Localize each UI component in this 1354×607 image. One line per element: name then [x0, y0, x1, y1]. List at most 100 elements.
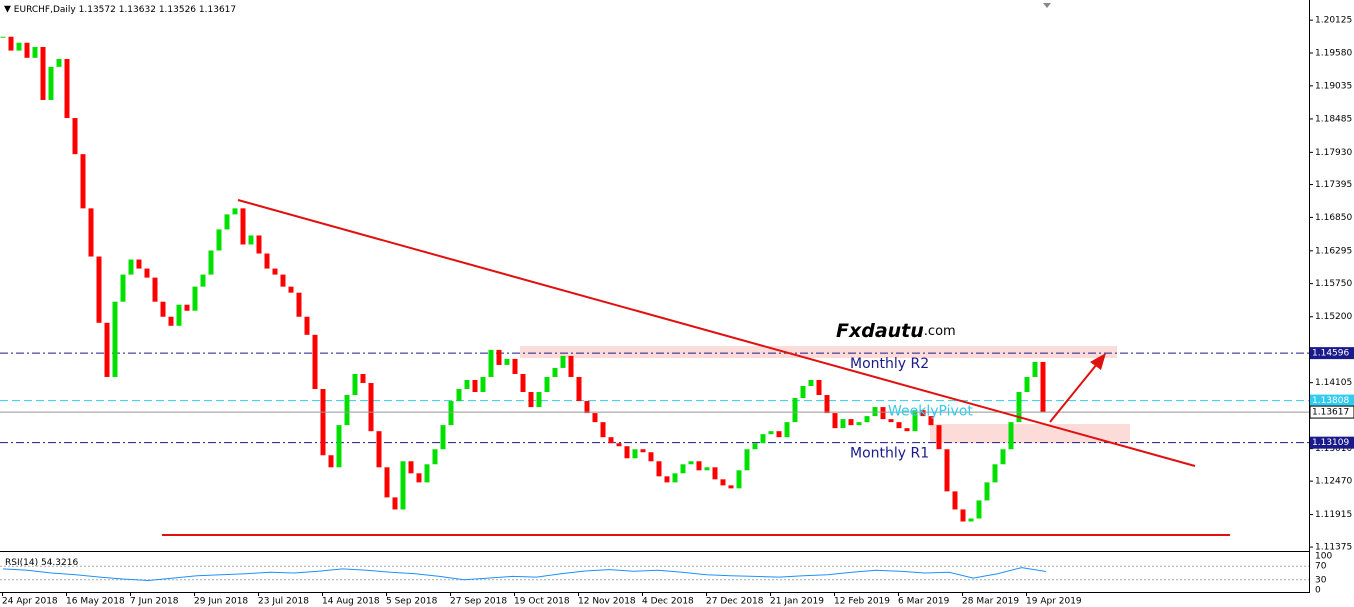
- candle: [360, 373, 366, 383]
- x-tick-label: 12 Nov 2018: [578, 597, 636, 607]
- symbol: EURCHF,Daily: [14, 5, 77, 15]
- candle: [200, 274, 206, 287]
- candle: [344, 395, 350, 426]
- candle: [520, 373, 526, 393]
- candle: [384, 467, 390, 498]
- level-label-box: [1310, 394, 1354, 407]
- candle: [1024, 376, 1030, 393]
- candle: [1000, 449, 1006, 465]
- candle: [408, 461, 414, 474]
- x-tick-label: 27 Dec 2018: [706, 597, 764, 607]
- x-tick-label: 6 Mar 2019: [898, 597, 950, 607]
- level-name: Monthly R1: [850, 446, 929, 462]
- candle: [1032, 361, 1038, 377]
- rsi-label: RSI(14): [5, 558, 38, 568]
- candle: [720, 479, 726, 486]
- x-tick-label: 7 Jun 2018: [130, 597, 179, 607]
- x-tick-label: 29 Jun 2018: [194, 597, 248, 607]
- x-tick-label: 27 Sep 2018: [450, 597, 507, 607]
- candle: [896, 422, 902, 429]
- candle: [368, 382, 374, 432]
- arrow-line: [1049, 363, 1098, 423]
- candle: [24, 42, 30, 58]
- candle: [784, 422, 790, 438]
- candle: [736, 470, 742, 489]
- candle: [560, 355, 566, 368]
- watermark: Fxdautu.com: [836, 320, 956, 342]
- candle: [864, 416, 870, 423]
- candle: [296, 292, 302, 317]
- candle: [496, 349, 502, 365]
- candle: [920, 410, 926, 417]
- candle: [944, 449, 950, 492]
- candle: [248, 235, 254, 245]
- candle: [216, 229, 222, 251]
- candle: [744, 449, 750, 471]
- candle: [848, 419, 854, 426]
- y-tick-label: 1.16850: [1315, 213, 1352, 223]
- candle: [448, 401, 454, 426]
- candle: [304, 316, 310, 335]
- candle: [656, 461, 662, 477]
- candle: [976, 500, 982, 519]
- candle: [176, 304, 182, 326]
- candle: [592, 413, 598, 423]
- resistance-zone: [520, 346, 1117, 358]
- level-name: Monthly R2: [850, 356, 929, 372]
- candle: [672, 473, 678, 483]
- price-label: 1.13617: [1312, 408, 1349, 418]
- candle: [64, 59, 70, 119]
- candle: [992, 464, 998, 483]
- candle: [536, 392, 542, 408]
- rsi-tick-label: 30: [1315, 575, 1327, 585]
- shift-marker: [1043, 3, 1051, 8]
- candle: [40, 46, 46, 100]
- candle: [904, 428, 910, 432]
- candle: [272, 268, 278, 275]
- price-label-box: [1309, 405, 1354, 419]
- x-tick-label: 14 Aug 2018: [322, 597, 380, 607]
- watermark-main: Fxdautu: [836, 320, 924, 342]
- candle: [104, 322, 110, 377]
- candle: [752, 443, 758, 450]
- candle: [352, 373, 358, 396]
- y-tick-label: 1.19035: [1315, 81, 1352, 91]
- x-tick-label: 23 Jul 2018: [258, 597, 309, 607]
- candle: [648, 452, 654, 462]
- y-tick-label: 1.16295: [1315, 246, 1352, 256]
- candle: [552, 367, 558, 377]
- candle: [600, 422, 606, 438]
- candle: [144, 268, 150, 278]
- candle: [224, 214, 230, 230]
- candle: [824, 395, 830, 414]
- candle: [48, 66, 54, 100]
- candle: [576, 376, 582, 402]
- ohlc-high: 1.13632: [119, 5, 156, 15]
- candle: [608, 437, 614, 444]
- level-label-box: [1310, 436, 1354, 449]
- candle: [88, 208, 94, 257]
- candle: [880, 407, 886, 420]
- candle: [312, 334, 318, 390]
- candle: [568, 355, 574, 377]
- y-tick-label: 1.18485: [1315, 114, 1352, 124]
- level-label-box: [1310, 347, 1354, 360]
- candle: [336, 425, 342, 468]
- ohlc-low: 1.13526: [159, 5, 196, 15]
- candle: [512, 358, 518, 374]
- candle: [472, 379, 478, 393]
- candle: [80, 154, 86, 209]
- candle: [968, 518, 974, 522]
- y-tick-label: 1.20125: [1315, 16, 1352, 26]
- y-tick-label: 1.12470: [1315, 477, 1352, 487]
- rsi-tick-label: 70: [1315, 562, 1327, 572]
- ohlc-close: 1.13617: [199, 5, 236, 15]
- level-name: WeeklyPivot: [888, 404, 973, 420]
- candle: [264, 253, 270, 269]
- candle: [640, 449, 646, 453]
- candle: [488, 349, 494, 377]
- x-tick-label: 5 Sep 2018: [386, 597, 438, 607]
- candle: [528, 392, 534, 408]
